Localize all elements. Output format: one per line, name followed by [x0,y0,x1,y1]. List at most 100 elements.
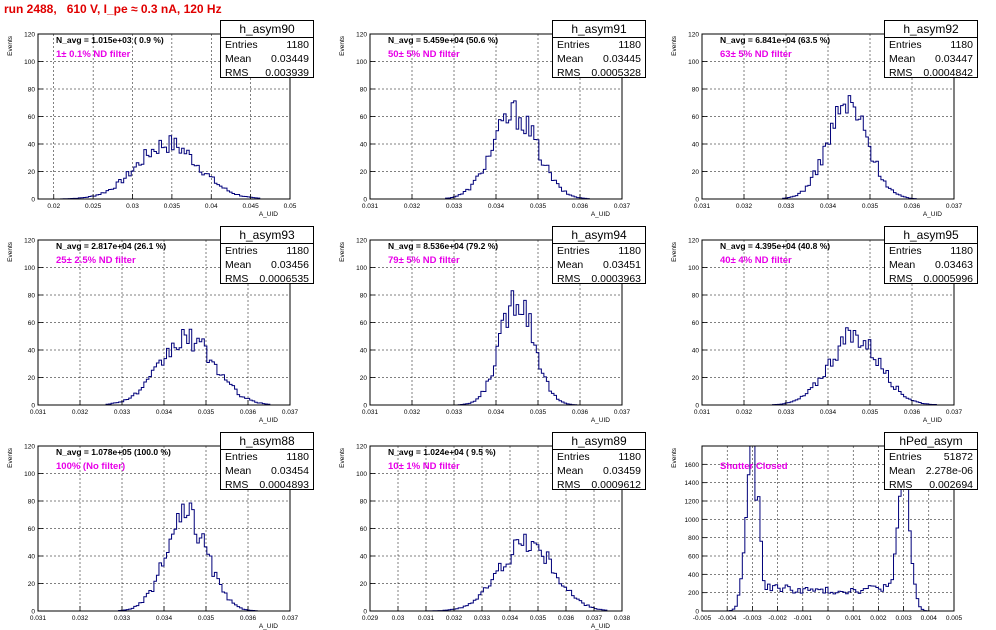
histogram-name: h_asym94 [553,227,645,244]
y-tick-label: 80 [360,87,368,94]
y-tick-label: 80 [28,87,36,94]
x-tick-label: 0.029 [362,615,379,622]
y-tick-label: 120 [24,32,35,39]
y-tick-label: 100 [24,265,35,272]
stats-row-rms: RMS 0.0005328 [553,66,645,80]
x-tick-label: 0.004 [921,615,938,622]
x-tick-label: 0.033 [778,203,795,210]
y-tick-label: 100 [356,59,367,66]
y-tick-label: 120 [688,238,699,245]
y-tick-label: 20 [692,375,700,382]
stats-row-rms: RMS 0.0006535 [221,272,313,286]
filter-label: 25± 2.5% ND filter [56,255,136,266]
filter-label: 1± 0.1% ND filter [56,49,131,60]
y-tick-label: 0 [31,609,35,616]
y-tick-label: 120 [24,238,35,245]
stats-value: 0.03459 [603,465,641,477]
x-tick-label: 0.037 [614,203,631,210]
stats-box: hPed_asym Entries 51872 Mean 2.278e-06 RMS 0.0… [884,432,978,491]
y-tick-label: 40 [692,142,700,149]
y-tick-label: 20 [28,169,36,176]
x-tick-label: -0.002 [768,615,787,622]
x-tick-label: 0.036 [572,409,589,416]
stats-label: RMS [557,273,581,285]
plot-h_asym89: 0.029 0.03 0.031 0.032 0.033 0.034 0.035 0.036 0… [339,444,631,630]
y-tick-label: 20 [692,169,700,176]
y-tick-label: 800 [688,535,699,542]
y-tick-label: 600 [688,554,699,561]
n-avg-label: N_avg = 8.536e+04 (79.2 %) [388,241,499,251]
panel-hPed_asym: -0.005 -0.004 -0.003 -0.002 -0.001 0 0.001 0.00… [664,430,988,630]
stats-label: RMS [889,273,913,285]
x-tick-label: 0.032 [404,409,421,416]
filter-label: 50± 5% ND filter [388,49,460,60]
filter-label: 10± 1% ND filter [388,461,460,472]
stats-label: RMS [557,479,581,491]
stats-label: RMS [557,67,581,79]
y-tick-label: 0 [363,609,367,616]
x-tick-label: 0.035 [198,615,215,622]
stats-row-entries: Entries 1180 [885,244,977,258]
x-tick-label: 0.031 [30,615,47,622]
y-tick-label: 0 [31,197,35,204]
y-tick-label: 60 [28,114,36,121]
x-tick-label: 0.038 [614,615,631,622]
plot-h_asym93: 0.031 0.032 0.033 0.034 0.035 0.036 0.037 0 20 40… [7,238,299,425]
filter-label: 100% (No filter) [56,461,126,472]
stats-value: 1180 [950,245,973,257]
y-tick-label: 20 [360,169,368,176]
stats-value: 1180 [286,39,309,51]
plot-h_asym90: 0.02 0.025 0.03 0.035 0.04 0.045 0.05 0 20 40 60 80… [7,32,297,219]
x-tick-label: 0.002 [870,615,887,622]
y-tick-label: 80 [28,499,36,506]
stats-value: 1180 [618,39,641,51]
y-tick-label: 0 [363,403,367,410]
stats-label: Entries [889,39,922,51]
stats-value: 2.278e-06 [925,465,973,477]
histogram-name: h_asym89 [553,433,645,450]
y-tick-label: 120 [24,444,35,451]
y-tick-label: 40 [28,554,36,561]
x-tick-label: -0.004 [718,615,737,622]
y-axis-label: Events [7,447,14,468]
x-tick-label: 0.035 [198,409,215,416]
histogram-line [370,290,622,406]
stats-row-entries: Entries 1180 [553,450,645,464]
y-tick-label: 60 [360,526,368,533]
y-tick-label: 40 [360,348,368,355]
x-tick-label: 0.034 [156,409,173,416]
stats-box: h_asym94 Entries 1180 Mean 0.03451 RMS 0.00039… [552,226,646,286]
stats-value: 0.03445 [603,53,641,65]
stats-row-rms: RMS 0.0004842 [885,66,977,80]
x-tick-label: 0.036 [572,203,589,210]
stats-label: Entries [557,39,590,51]
plot-h_asym92: 0.031 0.032 0.033 0.034 0.035 0.036 0.037 0 20 40… [671,32,963,219]
y-tick-label: 100 [688,265,699,272]
stats-value: 0.0005996 [923,273,973,285]
stats-row-mean: Mean 0.03454 [221,464,313,478]
y-tick-label: 120 [356,444,367,451]
n-avg-label: N_avg = 4.395e+04 (40.8 %) [720,241,831,251]
stats-row-entries: Entries 1180 [221,244,313,258]
y-tick-label: 1200 [685,499,700,506]
y-tick-label: 400 [688,572,699,579]
histogram-line [370,533,622,612]
stats-value: 1180 [618,245,641,257]
x-axis-label: A_UID [591,417,610,424]
y-tick-label: 100 [24,471,35,478]
x-tick-label: 0.037 [586,615,603,622]
y-axis-label: Events [671,241,678,262]
stats-row-rms: RMS 0.0003963 [553,272,645,286]
y-tick-label: 20 [360,375,368,382]
stats-row-mean: Mean 2.278e-06 [885,464,977,478]
x-tick-label: 0.037 [282,615,299,622]
stats-row-entries: Entries 1180 [221,450,313,464]
plot-h_asym91: 0.031 0.032 0.033 0.034 0.035 0.036 0.037 0 20 40… [339,32,631,219]
y-tick-label: 40 [28,142,36,149]
x-tick-label: 0.03 [126,203,139,210]
stats-row-mean: Mean 0.03459 [553,464,645,478]
stats-label: Entries [557,451,590,463]
x-tick-label: -0.001 [794,615,813,622]
y-axis-label: Events [7,241,14,262]
stats-row-rms: RMS 0.003939 [221,66,313,80]
